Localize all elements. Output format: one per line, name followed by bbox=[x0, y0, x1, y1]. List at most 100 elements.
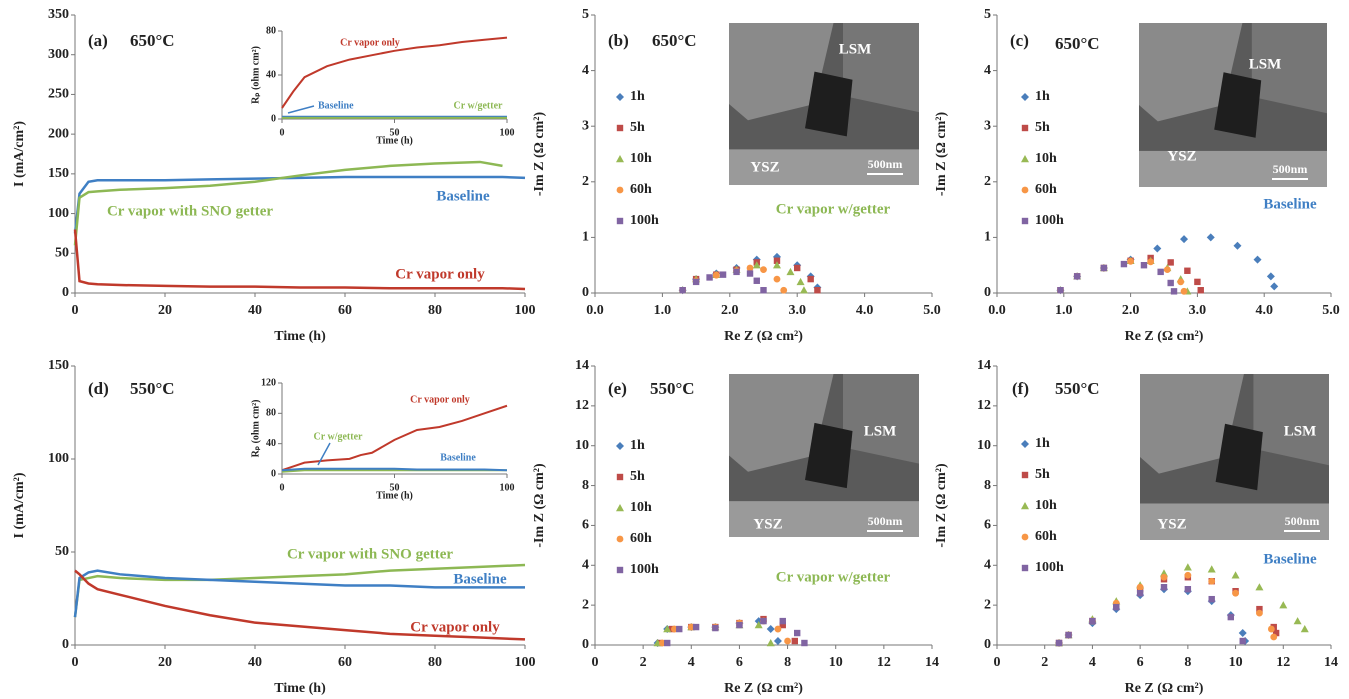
marker bbox=[747, 270, 753, 276]
panel-label: (c) bbox=[1010, 31, 1029, 50]
y-tick-label: 1 bbox=[582, 230, 589, 245]
marker bbox=[1194, 279, 1200, 285]
series-label: Baseline bbox=[318, 100, 354, 111]
y-tick-label: 120 bbox=[261, 377, 276, 388]
legend-label: 1h bbox=[630, 89, 645, 104]
legend-label: 60h bbox=[1035, 182, 1057, 197]
marker bbox=[1137, 590, 1143, 596]
marker bbox=[1141, 262, 1147, 268]
series-label: Cr w/getter bbox=[314, 431, 364, 442]
marker bbox=[1208, 578, 1215, 585]
marker bbox=[784, 638, 791, 645]
y-tick-label: 300 bbox=[48, 47, 69, 62]
legend-marker bbox=[616, 442, 624, 450]
y-tick-label: 2 bbox=[984, 597, 991, 612]
y-tick-label: 4 bbox=[984, 63, 991, 78]
y-tick-label: 14 bbox=[575, 358, 589, 373]
legend-marker bbox=[1022, 565, 1028, 571]
series-label: Cr vapor with SNO getter bbox=[287, 546, 453, 562]
y-axis-title: -Im Z (Ω cm²) bbox=[934, 463, 949, 548]
y-axis-title: -Im Z (Ω cm²) bbox=[934, 112, 949, 197]
legend-marker bbox=[617, 474, 623, 480]
marker bbox=[1184, 563, 1192, 570]
series-label: Cr vapor only bbox=[410, 394, 470, 405]
scale-bar-label: 500nm bbox=[868, 157, 903, 171]
marker bbox=[814, 287, 820, 293]
y-tick-label: 10 bbox=[575, 438, 589, 453]
marker bbox=[676, 626, 682, 632]
x-tick-label: 0 bbox=[994, 655, 1001, 670]
x-tick-label: 2 bbox=[640, 655, 647, 670]
marker bbox=[794, 630, 800, 636]
x-tick-label: 3.0 bbox=[1189, 303, 1207, 318]
legend-marker bbox=[617, 125, 623, 131]
y-tick-label: 200 bbox=[48, 126, 69, 141]
y-tick-label: 50 bbox=[55, 544, 69, 559]
marker bbox=[679, 287, 685, 293]
legend-label: 60h bbox=[1035, 529, 1057, 544]
marker bbox=[1177, 278, 1184, 285]
marker bbox=[1184, 268, 1190, 274]
marker bbox=[792, 638, 798, 644]
legend-marker bbox=[1022, 187, 1029, 194]
legend-label: 10h bbox=[1035, 498, 1057, 513]
x-axis-title: Re Z (Ω cm²) bbox=[724, 681, 803, 696]
series-label: Cr vapor only bbox=[340, 37, 400, 48]
marker bbox=[1198, 287, 1204, 293]
x-tick-label: 2.0 bbox=[1122, 303, 1140, 318]
x-tick-label: 10 bbox=[829, 655, 843, 670]
marker bbox=[720, 271, 726, 277]
series-label: Cr w/getter bbox=[454, 100, 504, 111]
marker bbox=[1294, 617, 1302, 624]
x-tick-label: 2 bbox=[1041, 655, 1048, 670]
x-tick-label: 4.0 bbox=[856, 303, 874, 318]
y-tick-label: 6 bbox=[984, 518, 991, 533]
x-tick-label: 1.0 bbox=[1055, 303, 1073, 318]
condition-label: Cr vapor w/getter bbox=[776, 201, 891, 217]
x-tick-label: 60 bbox=[338, 655, 352, 670]
legend-label: 5h bbox=[1035, 467, 1050, 482]
marker bbox=[1137, 584, 1144, 591]
legend-label: 5h bbox=[630, 120, 645, 135]
marker bbox=[706, 274, 712, 280]
x-tick-label: 0.0 bbox=[586, 303, 604, 318]
panel-label: (f) bbox=[1012, 379, 1029, 398]
marker bbox=[1167, 259, 1173, 265]
marker bbox=[1153, 245, 1161, 253]
series-label: Cr vapor with SNO getter bbox=[107, 203, 273, 219]
series-label: Cr vapor only bbox=[395, 266, 485, 282]
sem-label: YSZ bbox=[753, 516, 782, 532]
y-tick-label: 5 bbox=[984, 7, 991, 22]
x-tick-label: 4 bbox=[688, 655, 695, 670]
marker bbox=[1267, 272, 1275, 280]
y-tick-label: 4 bbox=[984, 558, 991, 573]
y-axis-title: Rₚ (ohm cm²) bbox=[250, 400, 261, 458]
y-axis-title: Rₚ (ohm cm²) bbox=[250, 46, 261, 104]
x-tick-label: 8 bbox=[784, 655, 791, 670]
marker bbox=[1256, 610, 1263, 617]
legend-label: 100h bbox=[630, 213, 659, 228]
x-tick-label: 0.0 bbox=[988, 303, 1006, 318]
x-tick-label: 60 bbox=[338, 303, 352, 318]
marker bbox=[780, 287, 787, 294]
legend-label: 10h bbox=[630, 151, 652, 166]
y-tick-label: 3 bbox=[984, 118, 991, 133]
marker bbox=[800, 286, 808, 293]
marker bbox=[1232, 590, 1239, 597]
x-tick-label: 3.0 bbox=[788, 303, 806, 318]
x-axis-title: Time (h) bbox=[376, 490, 413, 501]
marker bbox=[774, 276, 781, 283]
marker bbox=[801, 640, 807, 646]
y-tick-label: 0 bbox=[271, 468, 276, 479]
x-tick-label: 100 bbox=[515, 655, 536, 670]
y-tick-label: 80 bbox=[266, 408, 276, 419]
temperature-label: 650°C bbox=[130, 31, 175, 50]
marker bbox=[1233, 242, 1241, 250]
y-tick-label: 2 bbox=[984, 174, 991, 189]
y-tick-label: 6 bbox=[582, 518, 589, 533]
marker bbox=[1270, 282, 1278, 290]
x-tick-label: 14 bbox=[925, 655, 939, 670]
series-label: Baseline bbox=[453, 571, 507, 587]
x-tick-label: 100 bbox=[500, 482, 515, 493]
legend-label: 5h bbox=[1035, 120, 1050, 135]
